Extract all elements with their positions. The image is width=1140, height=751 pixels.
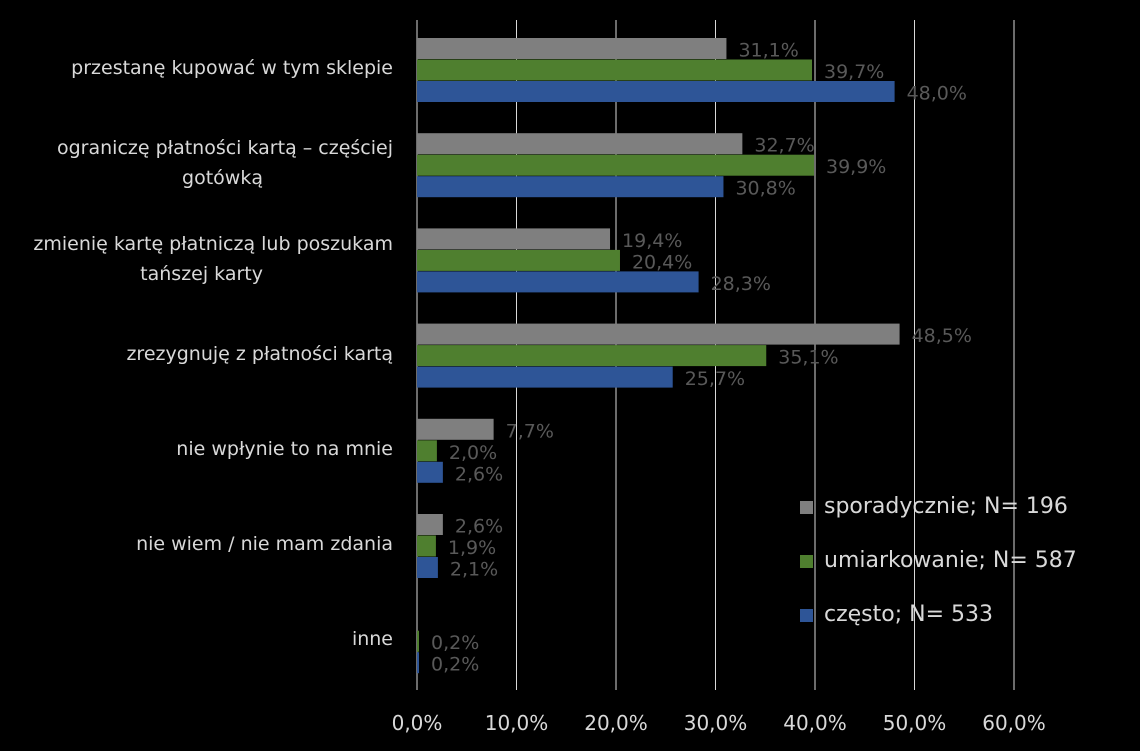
category-label-line: nie wpłynie to na mnie [176, 438, 393, 461]
x-tick-label: 30,0% [684, 711, 748, 735]
x-tick-label: 40,0% [783, 711, 847, 735]
bar [417, 652, 419, 674]
category-label: ograniczę płatności kartą – częściej gotó… [13, 133, 393, 193]
data-label: 0,2% [431, 654, 479, 676]
legend-label: często; N= 533 [824, 602, 994, 627]
data-label: 35,1% [778, 347, 838, 369]
x-tick-label: 50,0% [883, 711, 947, 735]
x-tick-label: 60,0% [982, 711, 1046, 735]
x-tick-label: 10,0% [485, 711, 549, 735]
data-label: 2,6% [455, 463, 503, 485]
data-label: 2,0% [449, 442, 497, 464]
legend-label: sporadycznie; N= 196 [824, 494, 1068, 519]
bar [417, 535, 436, 557]
bar [417, 176, 724, 198]
bar [417, 345, 767, 367]
bars [417, 38, 900, 674]
data-label: 28,3% [711, 273, 771, 295]
legend-label: umiarkowanie; N= 587 [824, 548, 1077, 573]
data-label: 20,4% [632, 251, 692, 273]
data-label: 7,7% [506, 420, 554, 442]
data-label: 0,2% [431, 632, 479, 654]
data-label: 39,9% [826, 156, 886, 178]
category-label: zmienię kartę płatniczą lub poszukam tańs… [13, 229, 393, 289]
x-tick-label: 0,0% [392, 711, 443, 735]
data-label: 48,5% [912, 325, 972, 347]
bar [417, 514, 443, 535]
data-label: 31,1% [738, 40, 798, 62]
data-label: 2,6% [455, 516, 503, 538]
data-label: 48,0% [907, 83, 967, 105]
data-label: 39,7% [824, 61, 884, 83]
bar [417, 154, 815, 176]
category-label-line: nie wiem / nie mam zdania [136, 533, 393, 556]
bar [417, 418, 494, 440]
category-label-line: zmienię kartę płatniczą lub poszukam [33, 232, 393, 255]
category-label: przestanę kupować w tym sklepie [13, 53, 393, 83]
bar [417, 366, 673, 388]
x-axis-tick-labels: 0,0% 10,0% 20,0% 30,0% 40,0% 50,0% 60,0% [392, 711, 1046, 735]
data-label: 19,4% [622, 230, 682, 252]
category-label-line: inne [351, 628, 393, 651]
category-label: nie wiem / nie mam zdania [13, 529, 393, 559]
data-label: 25,7% [685, 368, 745, 390]
category-label-line: tańszej karty [140, 262, 263, 285]
data-label: 1,9% [448, 537, 496, 559]
bar [417, 323, 900, 345]
category-label: inne [13, 624, 393, 654]
bar [417, 228, 611, 250]
bar [417, 630, 419, 652]
category-label-line: gotówką [182, 167, 263, 190]
bar [417, 440, 437, 462]
category-label-line: zrezygnuję z płatności kartą [126, 342, 393, 365]
legend-swatch [800, 501, 813, 514]
data-label: 30,8% [735, 178, 795, 200]
category-label-line: przestanę kupować w tym sklepie [71, 57, 393, 80]
data-label: 2,1% [450, 559, 498, 581]
bar [417, 59, 813, 81]
value-labels: 31,1% 39,7% 48,0% 32,7% 39,9% 30,8% 19,4%20,4%… [431, 40, 972, 676]
x-tick-label: 20,0% [584, 711, 648, 735]
bar [417, 461, 443, 483]
category-label: zrezygnuję z płatności kartą [13, 339, 393, 369]
bar [417, 38, 727, 59]
legend-swatch [800, 609, 813, 622]
data-label: 32,7% [754, 135, 814, 157]
bar [417, 557, 438, 578]
category-label-line: ograniczę płatności kartą – częściej [57, 137, 393, 160]
bar [417, 249, 620, 271]
legend-swatch [800, 555, 813, 568]
category-label: nie wpłynie to na mnie [13, 434, 393, 464]
bar [417, 81, 895, 102]
bar [417, 133, 743, 155]
bar [417, 271, 699, 293]
